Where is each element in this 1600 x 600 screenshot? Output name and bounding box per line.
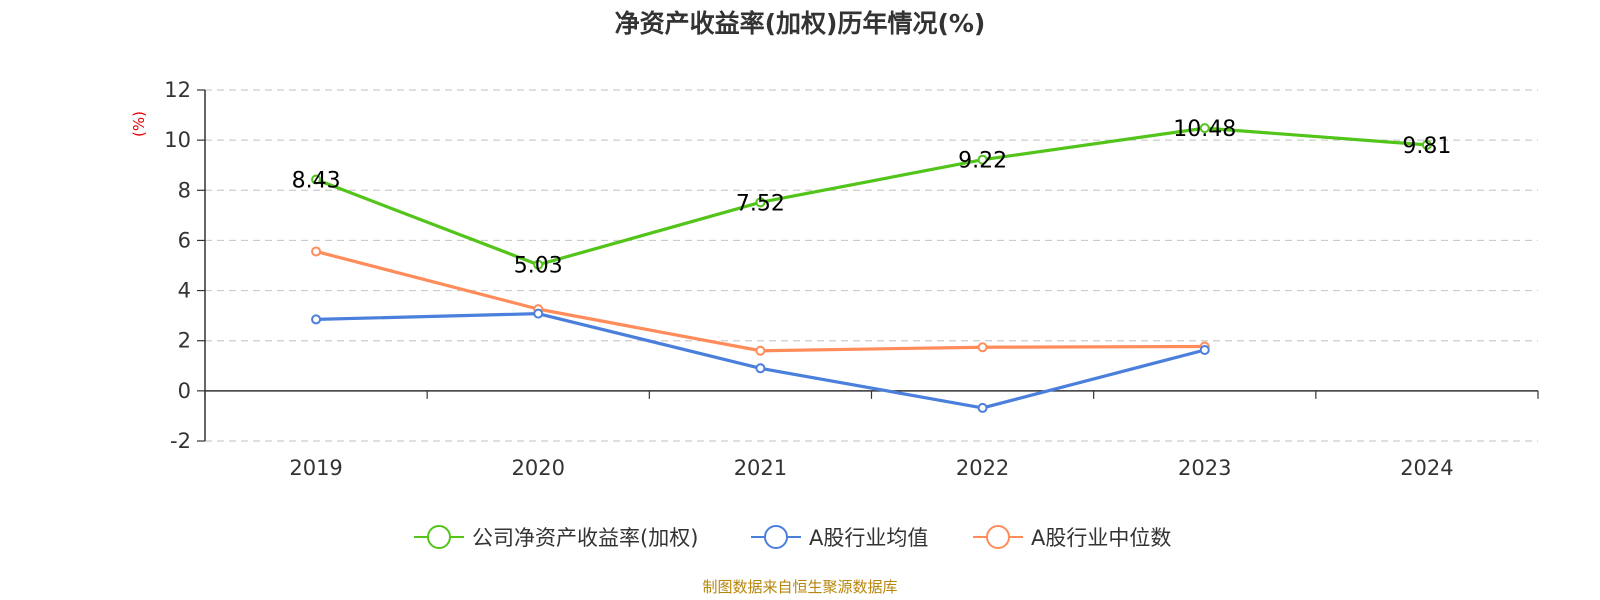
x-tick-label: 2019 <box>289 456 342 480</box>
legend-item[interactable]: A股行业均值 <box>751 525 928 550</box>
data-point <box>755 363 766 374</box>
data-point <box>977 154 988 165</box>
legend[interactable]: 公司净资产收益率(加权) A股行业均值 A股行业中位数 <box>414 525 1171 550</box>
data-label: 10.48 <box>1173 117 1236 142</box>
data-label: 7.52 <box>736 191 785 216</box>
data-point <box>755 345 766 356</box>
data-point <box>311 246 322 257</box>
series-line <box>316 312 1206 410</box>
y-tick-label: 4 <box>178 279 191 303</box>
legend-label: 公司净资产收益率(加权) <box>472 526 698 550</box>
legend-marker <box>986 525 1010 549</box>
chart-title: 净资产收益率(加权)历年情况(%) <box>615 9 986 38</box>
y-tick-label: 2 <box>178 329 191 353</box>
data-label: 8.43 <box>292 169 341 194</box>
data-point <box>533 259 544 270</box>
legend-marker <box>427 525 451 549</box>
legend-item[interactable]: 公司净资产收益率(加权) <box>414 525 698 550</box>
y-tick-label: 0 <box>178 379 191 403</box>
legend-marker <box>764 525 788 549</box>
y-tick-label: 10 <box>164 128 191 152</box>
x-tick-label: 2021 <box>734 456 787 480</box>
data-point <box>977 402 988 413</box>
data-label: 9.81 <box>1402 134 1451 159</box>
legend-item[interactable]: A股行业中位数 <box>973 525 1171 550</box>
data-point <box>1199 123 1210 134</box>
legend-label: A股行业均值 <box>809 526 928 550</box>
data-labels: 8.43 5.03 7.52 9.22 10.48 9.81 <box>292 117 1452 279</box>
data-label: 5.03 <box>514 254 563 279</box>
axes: -2 0 2 4 6 8 10 12 2019 2020 2021 2022 2023 2024 <box>164 78 1539 480</box>
y-axis-label: (%) <box>130 111 148 137</box>
y-tick-label: 8 <box>178 178 191 202</box>
data-point <box>977 342 988 353</box>
x-tick-label: 2022 <box>956 456 1009 480</box>
series-line <box>315 249 1205 353</box>
legend-label: A股行业中位数 <box>1031 526 1171 550</box>
y-tick-label: 6 <box>178 228 191 252</box>
data-point <box>533 308 544 319</box>
data-point <box>755 197 766 208</box>
data-point <box>311 314 322 325</box>
data-point <box>1421 139 1432 150</box>
data-point <box>311 174 322 185</box>
data-label: 9.22 <box>958 149 1007 174</box>
data-point <box>1199 344 1210 355</box>
x-tick-label: 2023 <box>1178 456 1231 480</box>
x-tick-label: 2020 <box>512 456 565 480</box>
y-tick-label: 12 <box>164 78 191 102</box>
series-line <box>315 126 1428 267</box>
y-tick-label: -2 <box>170 429 191 453</box>
data-source-note: 制图数据来自恒生聚源数据库 <box>702 578 897 596</box>
grid-lines <box>205 89 1538 442</box>
x-tick-label: 2024 <box>1400 456 1453 480</box>
series-group <box>311 123 1432 413</box>
